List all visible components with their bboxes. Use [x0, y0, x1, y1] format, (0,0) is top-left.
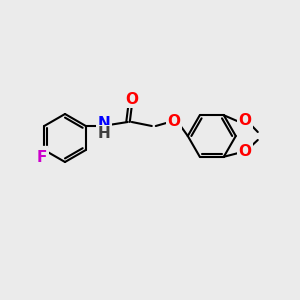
Text: O: O: [238, 113, 251, 128]
Text: F: F: [37, 151, 47, 166]
Text: O: O: [125, 92, 138, 106]
Text: O: O: [167, 113, 180, 128]
Text: H: H: [99, 128, 109, 140]
Text: N: N: [98, 116, 110, 131]
Text: O: O: [167, 113, 180, 128]
Text: N: N: [98, 116, 110, 131]
Text: O: O: [238, 144, 251, 159]
Text: O: O: [238, 144, 251, 159]
Text: F: F: [37, 151, 47, 166]
Text: O: O: [125, 92, 138, 106]
Text: O: O: [238, 113, 251, 128]
Text: H: H: [98, 127, 110, 142]
